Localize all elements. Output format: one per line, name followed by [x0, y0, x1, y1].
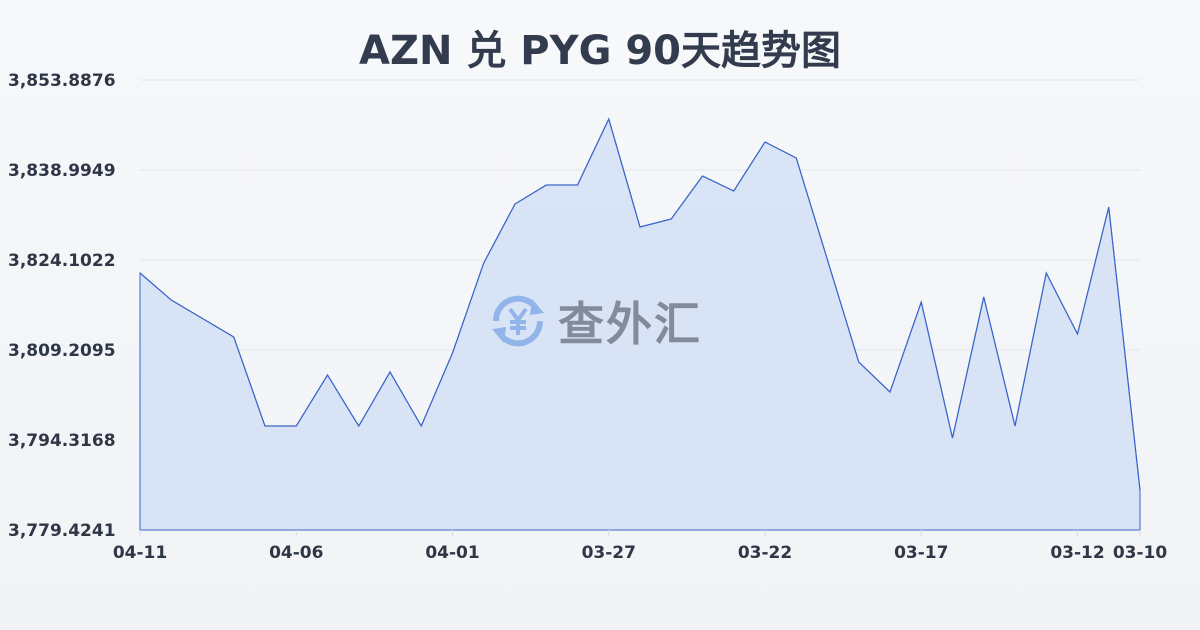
y-tick-label: 3,824.1022 [8, 251, 116, 271]
x-tick-label: 03-22 [738, 543, 792, 563]
chart-title: AZN 兑 PYG 90天趋势图 [359, 28, 841, 74]
x-tick-label: 04-11 [113, 543, 167, 563]
x-tick-label: 03-10 [1113, 543, 1168, 563]
x-tick-label: 04-01 [425, 543, 479, 563]
watermark-text: 查外汇 [558, 297, 702, 351]
series-line [139, 117, 1141, 491]
watermark: 查外汇 [488, 288, 702, 354]
x-tick-label: 03-17 [894, 543, 948, 563]
data-points [139, 118, 1141, 491]
x-tick-label: 03-12 [1050, 543, 1104, 563]
yen-exchange-icon [492, 295, 544, 347]
y-axis: 3,853.8876 3,838.9949 3,824.1022 3,809.2095… [8, 71, 116, 541]
y-tick-label: 3,809.2095 [8, 341, 116, 361]
y-tick-label: 3,779.4241 [8, 521, 116, 541]
x-tick-label: 04-06 [269, 543, 323, 563]
y-tick-label: 3,794.3168 [8, 431, 116, 451]
y-tick-label: 3,838.9949 [8, 161, 116, 181]
y-tick-label: 3,853.8876 [8, 71, 116, 91]
x-axis: 04-11 04-06 04-01 03-27 03-22 03-17 03-12 03-10 [113, 530, 1168, 563]
x-tick-label: 03-27 [582, 543, 636, 563]
